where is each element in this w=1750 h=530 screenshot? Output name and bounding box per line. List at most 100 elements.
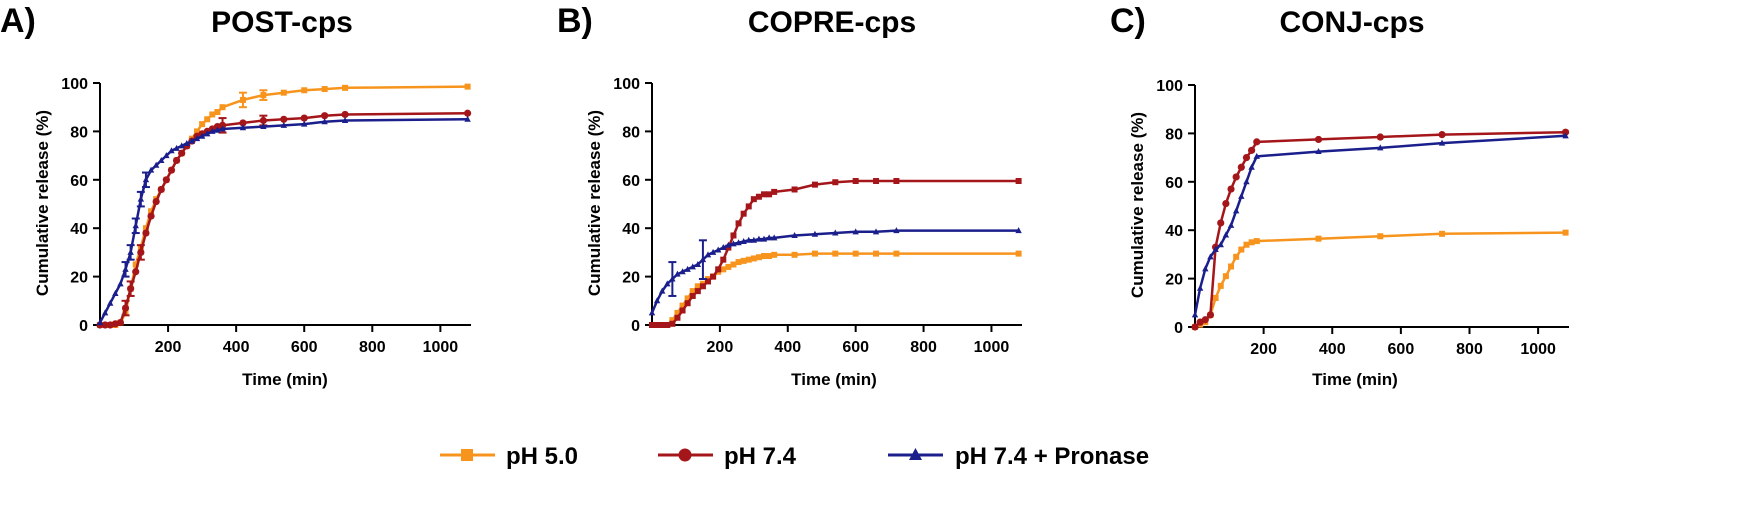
data-point-square xyxy=(766,253,773,260)
data-point-square xyxy=(148,208,155,215)
data-point-square xyxy=(142,225,149,232)
legend-label-ph-7-4-pronase: pH 7.4 + Pronase xyxy=(955,443,1149,470)
data-point-triangle xyxy=(725,241,732,248)
series-ph-7-4 xyxy=(1191,128,1570,331)
data-point-square xyxy=(735,259,742,266)
data-point-triangle xyxy=(214,126,221,133)
panel-c-title: CONJ-cps xyxy=(1279,6,1424,39)
data-point-square xyxy=(745,203,752,210)
data-point-triangle xyxy=(117,280,124,287)
data-point-triangle xyxy=(204,130,211,137)
panel-b-title: COPRE-cps xyxy=(748,6,916,39)
x-tick-label: 1000 xyxy=(1520,341,1556,358)
data-point-circle xyxy=(157,185,165,194)
data-point-triangle xyxy=(198,132,206,139)
data-point-square xyxy=(669,317,676,324)
data-point-triangle xyxy=(173,144,180,151)
data-point-square xyxy=(720,256,727,263)
data-point-circle xyxy=(142,229,150,237)
data-point-square xyxy=(852,250,859,257)
data-point-square xyxy=(755,254,762,261)
data-point-square xyxy=(1228,263,1235,270)
data-point-circle xyxy=(218,121,227,129)
data-point-triangle xyxy=(653,297,661,304)
data-point-square xyxy=(301,87,308,94)
y-tick-label: 20 xyxy=(622,270,640,287)
data-point-square xyxy=(761,253,768,260)
data-point-triangle xyxy=(674,270,681,277)
data-point-square xyxy=(1243,241,1250,248)
data-point-triangle xyxy=(740,238,747,245)
series-line xyxy=(650,229,1019,314)
data-point-circle xyxy=(1561,128,1570,136)
y-tick-label: 80 xyxy=(622,124,640,141)
data-point-square xyxy=(852,178,859,185)
data-point-square xyxy=(811,250,818,257)
data-point-circle xyxy=(1242,154,1251,162)
data-point-square xyxy=(1253,238,1260,245)
data-point-square xyxy=(730,232,737,239)
data-point-triangle xyxy=(699,256,707,263)
series-ph-5-0 xyxy=(1192,229,1569,330)
x-tick-label: 200 xyxy=(1250,341,1277,358)
legend-item-ph-7-4: pH 7.4 xyxy=(658,443,797,470)
data-point-triangle xyxy=(1562,132,1569,139)
data-point-square xyxy=(735,220,742,227)
panel-b-x-axis-label: Time (min) xyxy=(791,370,877,389)
panel-c: C) CONJ-cps Cumulative release (%) Time … xyxy=(1110,2,1570,389)
data-point-triangle xyxy=(832,229,839,236)
data-point-triangle xyxy=(735,239,742,246)
data-point-square xyxy=(679,307,686,314)
data-point-triangle xyxy=(648,309,656,316)
data-point-circle xyxy=(162,176,170,184)
series-ph-5-0 xyxy=(649,250,1022,328)
panel-b: B) COPRE-cps Cumulative release (%) Time… xyxy=(557,2,1022,389)
data-point-triangle xyxy=(168,147,175,154)
data-point-triangle xyxy=(745,236,752,243)
data-point-circle xyxy=(167,166,176,174)
data-point-square xyxy=(280,89,287,96)
series-ph-7-4 xyxy=(649,178,1022,328)
legend-item-ph-5-0: pH 5.0 xyxy=(440,443,578,470)
data-point-square xyxy=(811,181,818,188)
x-tick-label: 800 xyxy=(910,339,937,356)
data-point-triangle xyxy=(755,235,763,242)
data-point-square xyxy=(873,178,880,185)
panel-c-x-axis-label: Time (min) xyxy=(1312,370,1398,389)
data-point-triangle xyxy=(669,275,676,282)
data-point-square xyxy=(740,210,747,217)
x-tick-label: 600 xyxy=(291,339,318,356)
data-point-triangle xyxy=(1212,246,1219,253)
data-point-triangle xyxy=(1238,192,1245,199)
data-point-circle xyxy=(1191,323,1199,331)
data-point-square xyxy=(710,273,717,280)
data-point-circle xyxy=(1438,131,1446,139)
data-point-triangle xyxy=(771,234,778,241)
y-tick-label: 0 xyxy=(79,318,88,335)
data-point-circle xyxy=(463,109,472,117)
series-ph-7-4-pronase xyxy=(96,115,471,326)
x-tick-label: 200 xyxy=(707,339,734,356)
series-ph-7-4 xyxy=(96,109,472,329)
series-line xyxy=(1193,134,1566,316)
data-point-square xyxy=(669,320,676,327)
data-point-square xyxy=(755,193,762,200)
data-point-triangle xyxy=(694,261,702,267)
data-point-circle xyxy=(172,156,181,165)
legend-item-ph-7-4-pronase: pH 7.4 + Pronase xyxy=(888,443,1149,470)
x-tick-label: 800 xyxy=(359,339,386,356)
panel-c-letter: C) xyxy=(1110,2,1146,40)
y-tick-label: 0 xyxy=(1174,320,1183,337)
data-point-triangle xyxy=(193,135,201,142)
panel-c-y-axis-label: Cumulative release (%) xyxy=(1128,112,1147,298)
data-point-circle xyxy=(101,321,109,329)
data-point-triangle xyxy=(464,115,471,122)
y-tick-label: 100 xyxy=(61,76,88,93)
data-point-square xyxy=(342,84,349,91)
panel-c-plot: 0 20 40 60 80 100 200 400 600 800 1000 xyxy=(1156,78,1570,358)
y-tick-label: 100 xyxy=(613,76,640,93)
data-point-square xyxy=(239,96,246,103)
data-point-circle xyxy=(280,115,288,123)
y-tick-label: 100 xyxy=(1156,78,1183,95)
data-point-circle xyxy=(1237,163,1245,171)
